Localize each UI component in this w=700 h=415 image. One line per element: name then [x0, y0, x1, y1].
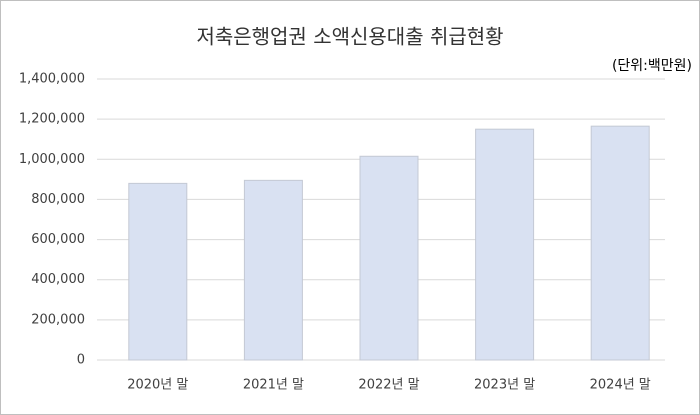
x-tick-label: 2020년 말: [127, 378, 188, 393]
x-tick-label: 2023년 말: [474, 378, 535, 393]
bar: [243, 179, 303, 361]
y-tick-label: 800,000: [31, 192, 85, 207]
y-tick-label: 1,400,000: [19, 72, 85, 87]
x-tick-label: 2024년 말: [590, 378, 651, 393]
bar: [359, 155, 419, 361]
bar: [475, 128, 535, 361]
y-tick-label: 200,000: [31, 312, 85, 327]
x-tick-label: 2022년 말: [358, 378, 419, 393]
x-tick-label: 2021년 말: [243, 378, 304, 393]
y-tick-label: 1,000,000: [19, 152, 85, 167]
bar: [590, 125, 650, 361]
y-tick-label: 400,000: [31, 272, 85, 287]
y-tick-label: 1,200,000: [19, 112, 85, 127]
chart-title: 저축은행업권 소액신용대출 취급현황: [196, 25, 503, 49]
y-tick-label: 0: [77, 353, 85, 368]
unit-label: (단위:백만원): [612, 58, 692, 74]
y-tick-label: 600,000: [31, 232, 85, 247]
bar: [128, 182, 188, 361]
